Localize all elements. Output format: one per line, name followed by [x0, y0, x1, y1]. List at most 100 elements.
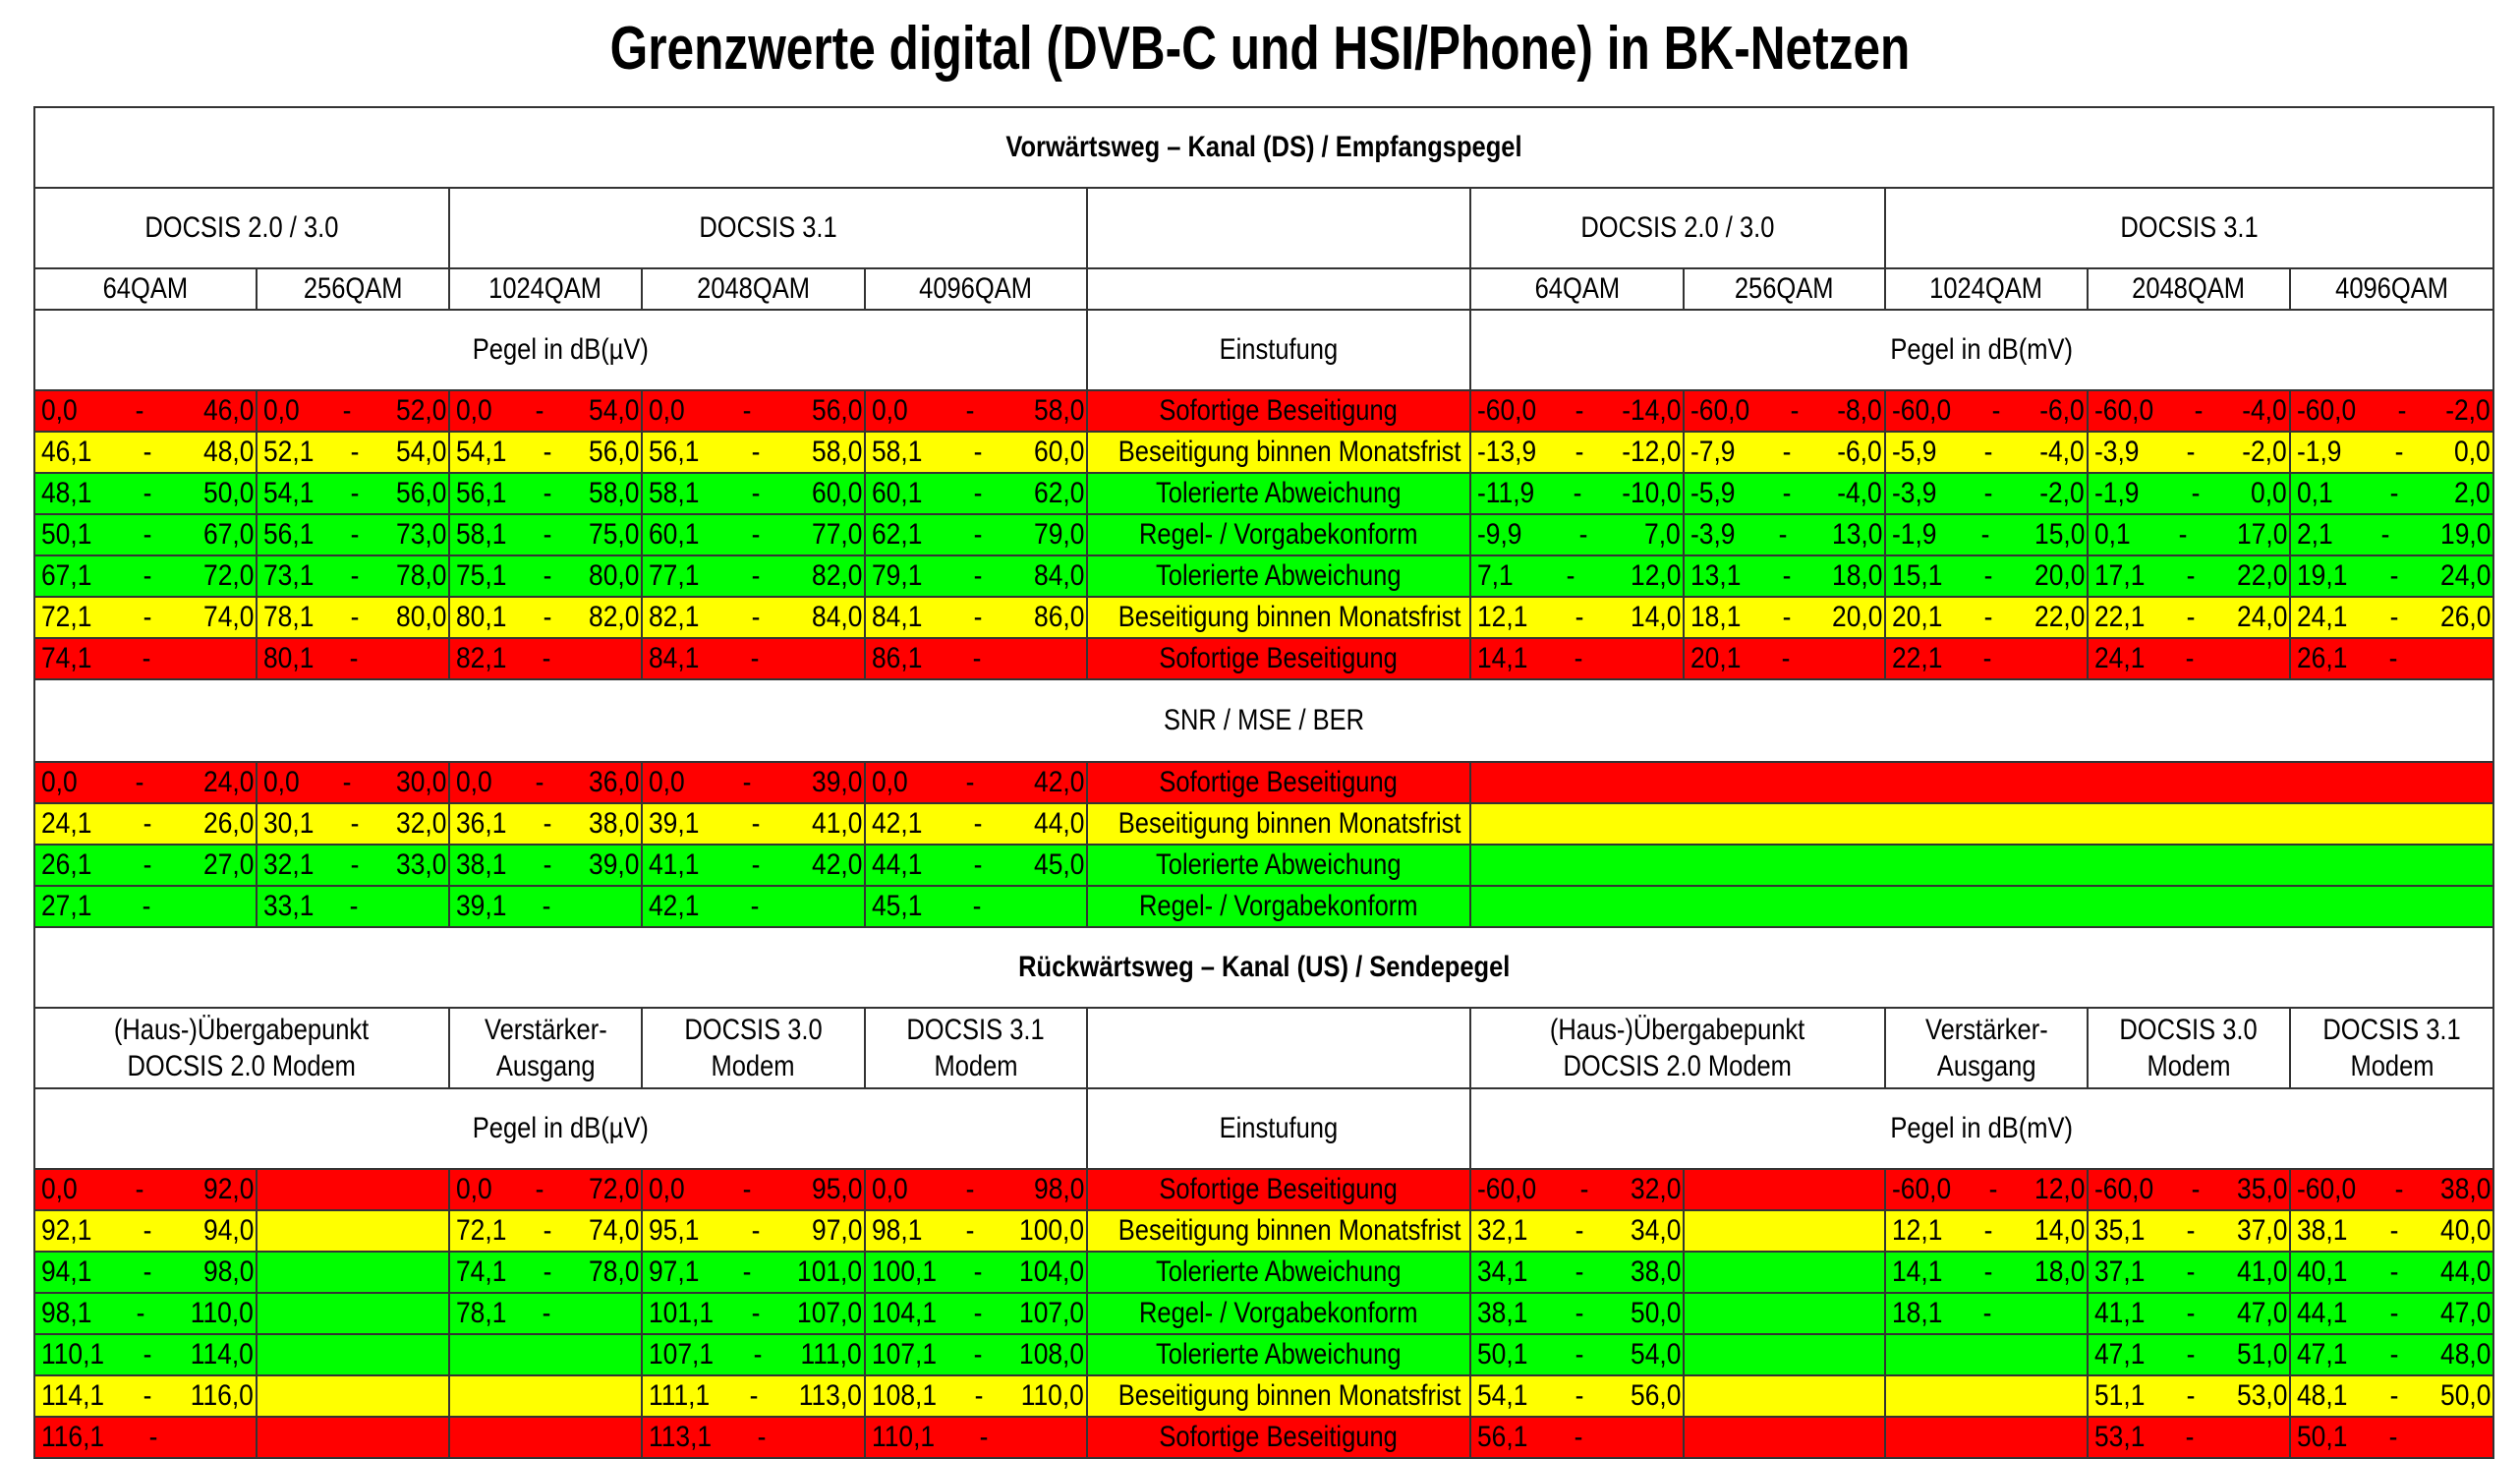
classification-label: Beseitigung binnen Monatsfrist — [1086, 1374, 1471, 1418]
range-cell: 52,1-54,0 — [256, 431, 450, 474]
upstream-heading: Rückwärtsweg – Kanal (US) / Sendepegel — [32, 926, 2495, 1009]
docsis-group-header: DOCSIS 3.1 — [448, 187, 1088, 269]
range-cell: 82,1- — [448, 637, 643, 680]
classification-label: Regel- / Vorgabekonform — [1086, 885, 1471, 928]
range-cell: -60,0-35,0 — [2087, 1168, 2291, 1211]
range-cell: 54,1-56,0 — [256, 472, 450, 515]
range-cell: 60,1-77,0 — [641, 513, 866, 556]
range-cell: 84,1- — [641, 637, 866, 680]
classification-label: Beseitigung binnen Monatsfrist — [1086, 596, 1471, 639]
range-cell: 74,1-78,0 — [448, 1251, 643, 1294]
docsis-group-header: DOCSIS 2.0 / 3.0 — [1469, 187, 1886, 269]
range-cell: 18,1-20,0 — [1683, 596, 1886, 639]
modulation-header: 2048QAM — [2087, 267, 2291, 311]
range-cell: 42,1-44,0 — [864, 802, 1088, 846]
classification-label: Sofortige Beseitigung — [1086, 1168, 1471, 1211]
unit-label-right: Pegel in dB(mV) — [1468, 1087, 2495, 1170]
range-cell: 44,1-47,0 — [2288, 1292, 2495, 1335]
range-cell: 38,1-39,0 — [448, 844, 643, 887]
empty-cell — [256, 1168, 450, 1211]
range-cell: 53,1- — [2087, 1416, 2291, 1459]
range-cell: 0,0-36,0 — [448, 761, 643, 804]
page-title: Grenzwerte digital (DVB-C und HSI/Phone)… — [609, 15, 1911, 83]
empty-cell — [256, 1374, 450, 1418]
empty-cell — [1683, 1168, 1886, 1211]
ds-data-row: 72,1-74,0 78,1-80,0 80,1-82,0 82,1-84,0 84,1… — [33, 596, 2495, 639]
us-column-row: (Haus-)Übergabepunkt DOCSIS 2.0 Modem Vers… — [33, 1007, 2495, 1089]
range-cell: 74,1- — [33, 637, 258, 680]
device-column-header: Verstärker- Ausgang — [448, 1007, 643, 1089]
range-cell: 36,1-38,0 — [448, 802, 643, 846]
us-data-row: 114,1-116,0 111,1-113,0 108,1-110,0 Beseiti… — [33, 1374, 2495, 1418]
range-cell: -7,9- -6,0 — [1683, 431, 1886, 474]
range-cell: 114,1-116,0 — [33, 1374, 258, 1418]
range-cell: 56,1-58,0 — [641, 431, 866, 474]
range-cell: 56,1- — [1469, 1416, 1685, 1459]
ds-data-row: 67,1-72,0 73,1-78,0 75,1-80,0 77,1-82,0 79,1… — [33, 554, 2495, 598]
range-cell: 13,1-18,0 — [1683, 554, 1886, 598]
range-cell: -5,9- -4,0 — [1884, 431, 2089, 474]
range-cell: 18,1- — [1884, 1292, 2089, 1335]
empty-fill — [1468, 802, 2495, 846]
range-cell: 95,1-97,0 — [641, 1209, 866, 1253]
range-cell: -3,9- -2,0 — [1884, 472, 2089, 515]
range-cell: -1,9-0,0 — [2288, 431, 2495, 474]
modulation-header: 256QAM — [1683, 267, 1886, 311]
range-cell: 24,1-26,0 — [2288, 596, 2495, 639]
range-cell: 50,1- — [2288, 1416, 2495, 1459]
range-cell: 42,1- — [641, 885, 866, 928]
range-cell: 50,1-67,0 — [33, 513, 258, 556]
classification-header: Einstufung — [1086, 1087, 1471, 1170]
device-column-header: (Haus-)Übergabepunkt DOCSIS 2.0 Modem — [33, 1007, 450, 1089]
range-cell: 58,1-75,0 — [448, 513, 643, 556]
empty-cell — [256, 1251, 450, 1294]
range-cell: -60,0-32,0 — [1469, 1168, 1685, 1211]
classification-label: Beseitigung binnen Monatsfrist — [1086, 431, 1471, 474]
unit-label-right: Pegel in dB(mV) — [1468, 309, 2495, 391]
snr-data-row: 26,1-27,0 32,1-33,0 38,1-39,0 41,1-42,0 44,1… — [33, 844, 2495, 887]
modulation-header — [1086, 267, 1471, 311]
classification-label: Regel- / Vorgabekonform — [1086, 1292, 1471, 1335]
range-cell: 30,1-32,0 — [256, 802, 450, 846]
range-cell: 110,1-114,0 — [33, 1333, 258, 1376]
range-cell: 54,1-56,0 — [448, 431, 643, 474]
downstream-heading: Vorwärtsweg – Kanal (DS) / Empfangspegel — [32, 106, 2495, 189]
us-data-row: 94,1-98,0 74,1-78,0 97,1-101,0 100,1-104,0 T… — [33, 1251, 2495, 1294]
range-cell: 0,0-95,0 — [641, 1168, 866, 1211]
range-cell: 0,0-58,0 — [864, 389, 1088, 433]
classification-label: Sofortige Beseitigung — [1086, 637, 1471, 680]
range-cell: 34,1-38,0 — [1469, 1251, 1685, 1294]
range-cell: 19,1-24,0 — [2288, 554, 2495, 598]
range-cell — [1884, 1416, 2089, 1459]
limits-table: Vorwärtsweg – Kanal (DS) / Empfangspegel… — [32, 106, 2495, 1459]
modulation-header: 64QAM — [33, 267, 258, 311]
snr-data-row: 27,1-33,1-39,1-42,1-45,1- Regel- / Vorgab… — [33, 885, 2495, 928]
range-cell: 14,1-18,0 — [1884, 1251, 2089, 1294]
snr-data-row: 24,1-26,0 30,1-32,0 36,1-38,0 39,1-41,0 42,1… — [33, 802, 2495, 846]
ds-data-row: 48,1-50,0 54,1-56,0 56,1-58,0 58,1-60,0 60,1… — [33, 472, 2495, 515]
empty-cell — [256, 1209, 450, 1253]
empty-cell — [1683, 1416, 1886, 1459]
range-cell: 0,0-54,0 — [448, 389, 643, 433]
range-cell: 113,1- — [641, 1416, 866, 1459]
range-cell: 37,1-41,0 — [2087, 1251, 2291, 1294]
range-cell: 20,1- — [1683, 637, 1886, 680]
modulation-header: 64QAM — [1469, 267, 1685, 311]
empty-cell — [256, 1416, 450, 1459]
modulation-header: 2048QAM — [641, 267, 866, 311]
range-cell: 111,1-113,0 — [641, 1374, 866, 1418]
range-cell: -5,9- -4,0 — [1683, 472, 1886, 515]
empty-cell — [256, 1333, 450, 1376]
range-cell: -60,0- -4,0 — [2087, 389, 2291, 433]
range-cell — [1884, 1333, 2089, 1376]
us-data-row: 0,0-92,0 0,0-72,0 0,0-95,0 0,0-98,0 Sofortig… — [33, 1168, 2495, 1211]
range-cell: 116,1- — [33, 1416, 258, 1459]
range-cell: 47,1-51,0 — [2087, 1333, 2291, 1376]
range-cell: 22,1- — [1884, 637, 2089, 680]
range-cell: -60,0- -2,0 — [2288, 389, 2495, 433]
docsis-group-header: DOCSIS 3.1 — [1883, 187, 2495, 269]
classification-label: Sofortige Beseitigung — [1086, 761, 1471, 804]
range-cell: 0,0-72,0 — [448, 1168, 643, 1211]
range-cell: 58,1-60,0 — [641, 472, 866, 515]
range-cell: 54,1-56,0 — [1469, 1374, 1685, 1418]
